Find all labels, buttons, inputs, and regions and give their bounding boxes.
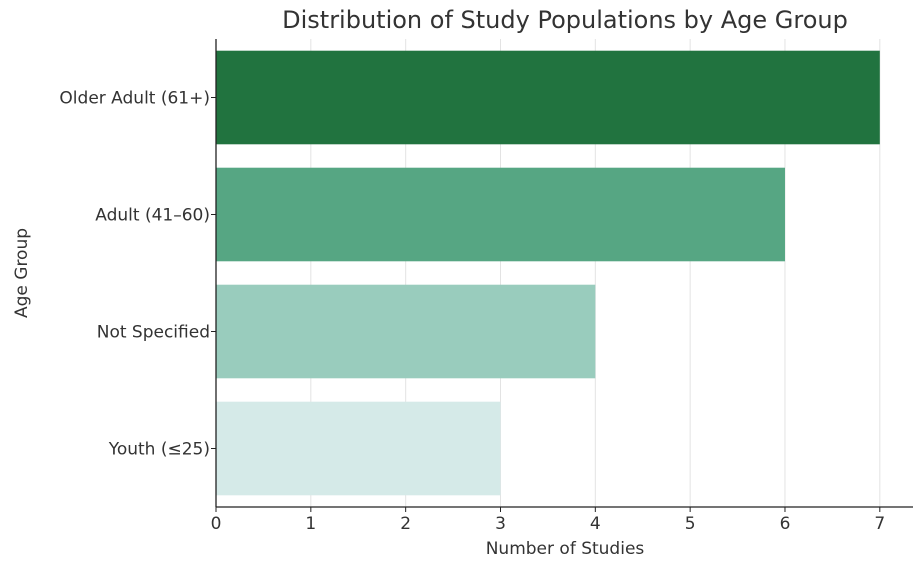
- x-axis-label: Number of Studies: [486, 539, 645, 559]
- x-tick-label: 4: [590, 514, 601, 534]
- bar: [216, 167, 785, 262]
- x-tick-label: 6: [780, 514, 791, 534]
- x-tick-label: 2: [400, 514, 411, 534]
- bar: [216, 284, 596, 379]
- y-axis-label: Age Group: [12, 228, 32, 318]
- x-tick-label: 3: [495, 514, 506, 534]
- y-tick-label: Not Specified: [97, 323, 210, 343]
- bar: [216, 401, 501, 496]
- bars: [216, 50, 880, 496]
- chart-title: Distribution of Study Populations by Age…: [282, 6, 848, 34]
- x-tick-label: 7: [874, 514, 885, 534]
- x-tick-label: 1: [305, 514, 316, 534]
- x-axis-ticks: 0 1 2 3 4 5 6 7: [211, 507, 885, 534]
- x-tick-label: 0: [211, 514, 222, 534]
- y-tick-label: Youth (≤25): [108, 440, 210, 460]
- y-tick-label: Adult (41–60): [95, 206, 210, 226]
- axes: [215, 39, 913, 508]
- y-tick-label: Older Adult (61+): [59, 89, 210, 109]
- x-tick-label: 5: [685, 514, 696, 534]
- y-axis-ticks: Older Adult (61+) Adult (41–60) Not Specif…: [59, 89, 216, 460]
- bar: [216, 50, 880, 145]
